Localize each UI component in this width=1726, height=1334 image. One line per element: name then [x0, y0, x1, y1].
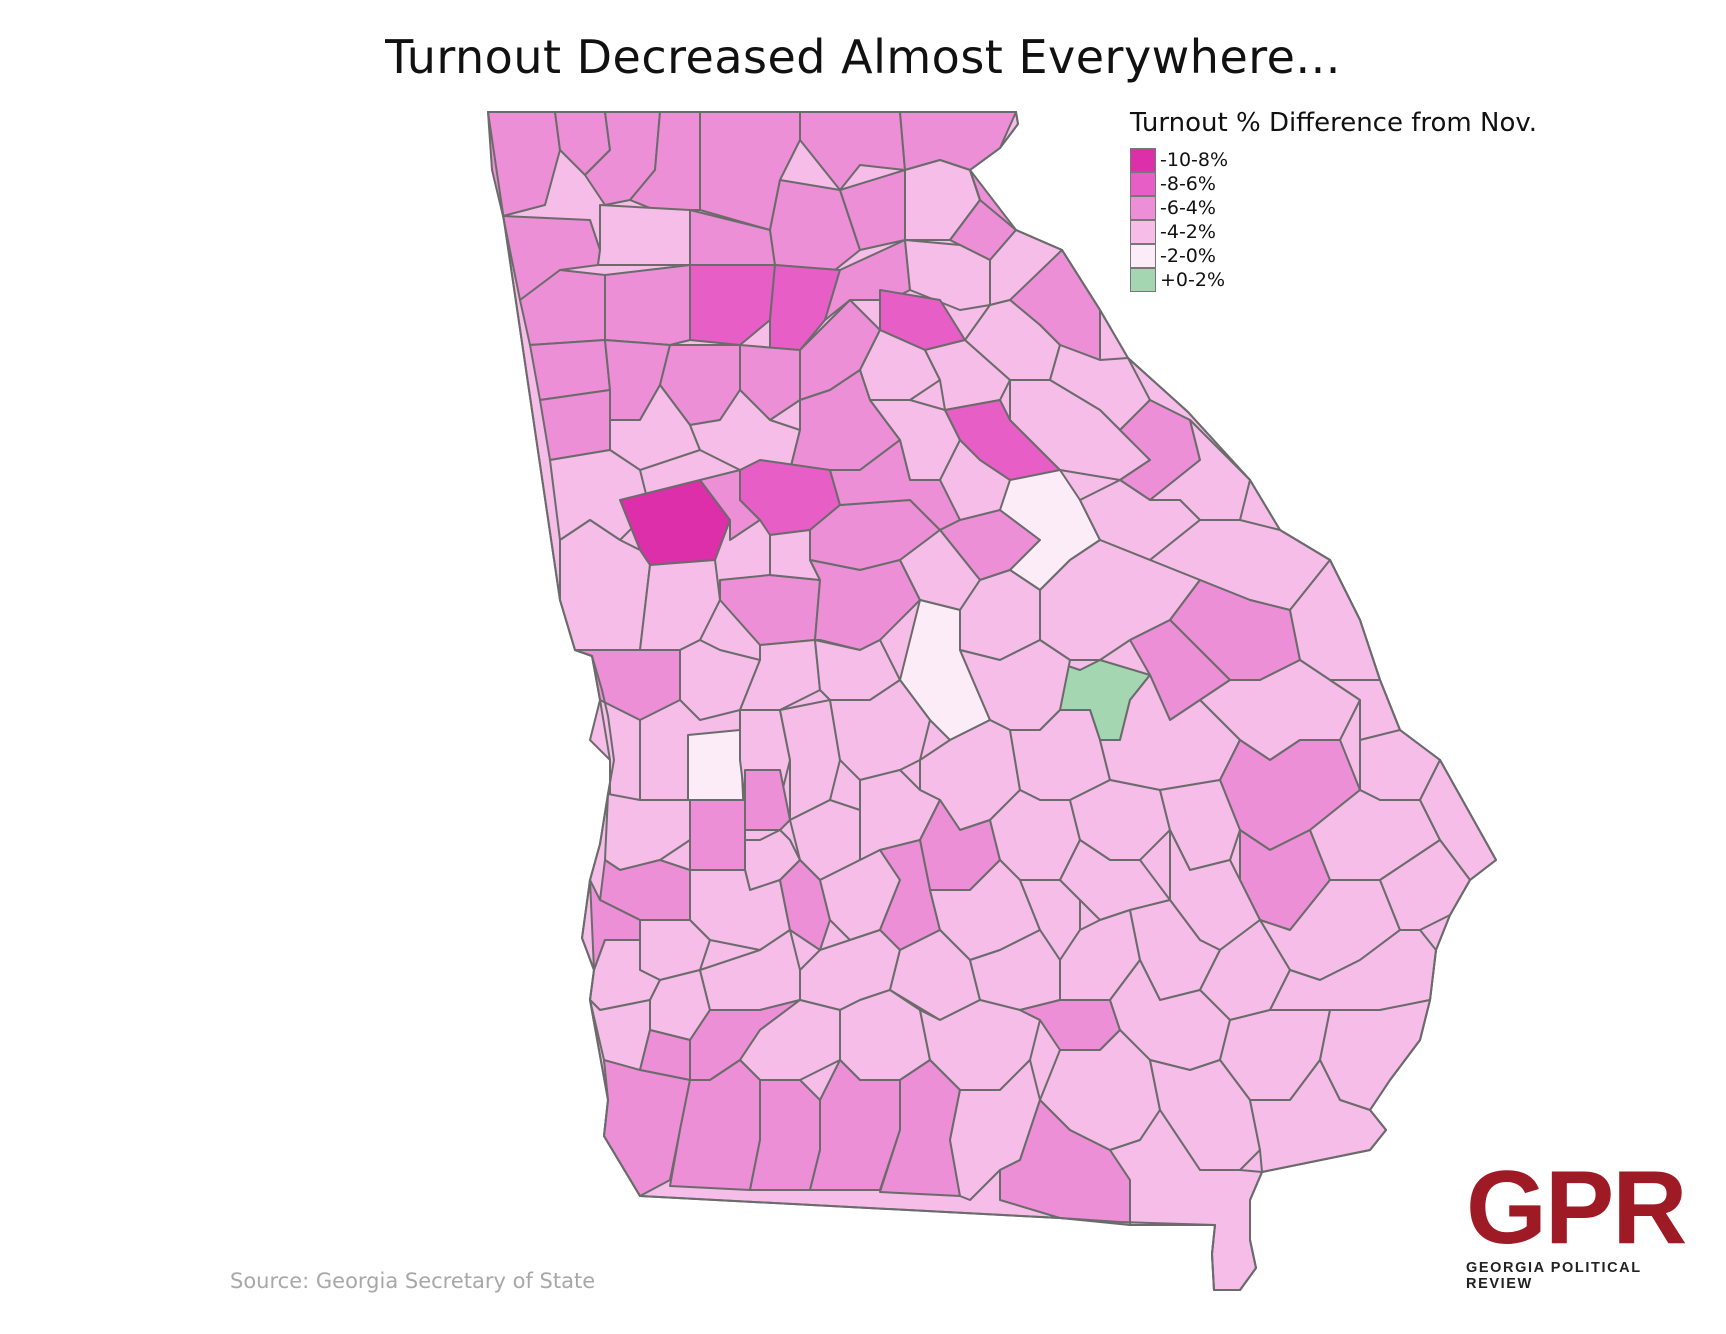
legend-label: -6-4% [1160, 197, 1216, 219]
legend-swatch [1130, 244, 1156, 268]
county [604, 264, 691, 346]
legend-item: -4-2% [1130, 220, 1537, 244]
county [739, 344, 801, 421]
county [597, 204, 691, 266]
legend-item: +0-2% [1130, 268, 1537, 292]
county [899, 111, 1017, 171]
logo-subtitle: GEORGIA POLITICAL REVIEW [1466, 1260, 1642, 1292]
legend-title: Turnout % Difference from Nov. [1130, 108, 1537, 138]
legend-label: -10-8% [1160, 149, 1229, 171]
legend-item: -6-4% [1130, 196, 1537, 220]
legend-label: -4-2% [1160, 221, 1216, 243]
logo-mark: GPR [1466, 1150, 1687, 1266]
legend-item: -2-0% [1130, 244, 1537, 268]
legend-label: -2-0% [1160, 245, 1216, 267]
legend-swatch [1130, 268, 1156, 292]
legend-item: -10-8% [1130, 148, 1537, 172]
legend-swatch [1130, 172, 1156, 196]
county [749, 1079, 821, 1191]
legend-label: +0-2% [1160, 269, 1226, 291]
legend-swatch [1130, 148, 1156, 172]
source-note: Source: Georgia Secretary of State [230, 1269, 596, 1293]
state-border [487, 111, 1497, 1291]
legend-swatch [1130, 220, 1156, 244]
county [689, 264, 776, 346]
legend-item: -8-6% [1130, 172, 1537, 196]
legend: Turnout % Difference from Nov. -10-8% -8… [1130, 108, 1537, 292]
legend-swatch [1130, 196, 1156, 220]
legend-label: -8-6% [1160, 173, 1216, 195]
county [539, 389, 611, 461]
gpr-logo: GPR GEORGIA POLITICAL REVIEW [1466, 1150, 1696, 1292]
map-title: Turnout Decreased Almost Everywhere... [385, 30, 1341, 84]
county [689, 799, 746, 871]
